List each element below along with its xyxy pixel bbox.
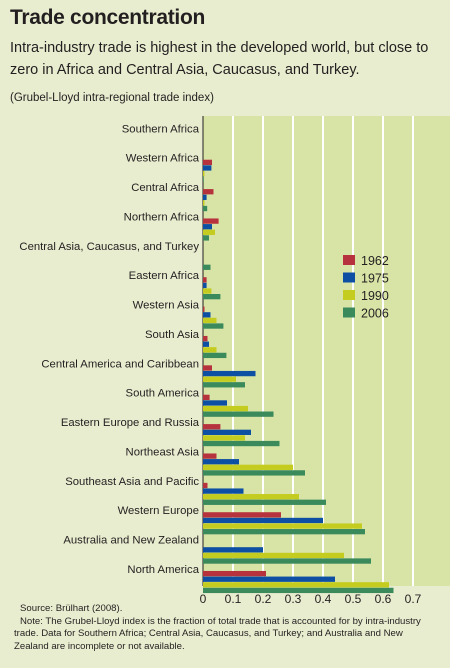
bar-1975 [203, 282, 207, 289]
category-label: Southeast Asia and Pacific [65, 476, 199, 488]
legend-swatch-1990 [343, 290, 355, 300]
bar-1975 [203, 459, 239, 465]
bar-2006 [203, 176, 204, 182]
category-label: Eastern Africa [129, 270, 200, 282]
data-note: Note: The Grubel-Lloyd index is the frac… [14, 615, 421, 652]
bar-2006 [203, 529, 365, 535]
x-tick-label: 0.2 [255, 592, 272, 606]
category-label: Western Europe [118, 505, 199, 517]
legend-label-1975: 1975 [361, 272, 389, 286]
bar-1990 [203, 317, 217, 324]
bar-1975 [203, 370, 256, 377]
bar-1990 [203, 347, 217, 353]
index-label: (Grubel-Lloyd intra-regional trade index… [10, 92, 214, 104]
bar-2006 [203, 587, 394, 594]
bar-2006 [203, 205, 208, 212]
category-label: Western Africa [126, 153, 200, 165]
source-note: Source: Brülhart (2008). [20, 603, 123, 614]
category-label: Southern Africa [122, 123, 200, 135]
bar-1990 [203, 170, 205, 177]
bar-1975 [203, 429, 251, 435]
category-label: North America [127, 564, 199, 576]
bar-1975 [203, 400, 227, 406]
legend-swatch-2006 [343, 307, 355, 318]
chart-footnote: Source: Brülhart (2008). Note: The Grube… [14, 603, 440, 653]
bar-1990 [203, 494, 299, 500]
bar-1975 [203, 341, 209, 347]
bar-2006 [203, 235, 209, 241]
bar-1990 [203, 435, 245, 441]
x-tick-label: 0.1 [225, 592, 242, 606]
bar-1962 [203, 453, 217, 459]
bar-1962 [203, 159, 212, 166]
x-tick-label: 0.7 [405, 592, 422, 606]
bar-2006 [203, 264, 211, 270]
bar-2006 [203, 558, 371, 564]
legend-swatch-1975 [343, 272, 355, 283]
x-tick-label: 0 [200, 592, 207, 606]
bar-2006 [203, 294, 221, 300]
bar-2006 [203, 440, 280, 447]
category-label: Eastern Europe and Russia [61, 417, 200, 429]
category-label: Central Africa [131, 182, 200, 194]
bar-1962 [203, 189, 214, 195]
category-label: Northeast Asia [126, 446, 200, 458]
category-label: Western Asia [133, 300, 200, 312]
category-label: Northern Africa [124, 211, 200, 223]
bar-1962 [203, 277, 207, 283]
bar-1990 [203, 288, 212, 294]
category-label: Australia and New Zealand [63, 535, 199, 547]
bar-1975 [203, 517, 323, 524]
bar-1962 [203, 306, 205, 312]
chart-subtitle: Intra-industry trade is highest in the d… [10, 40, 429, 78]
legend-swatch-1962 [343, 255, 355, 265]
bar-1990 [203, 405, 248, 412]
plot-area [203, 116, 450, 586]
bar-1975 [203, 194, 207, 200]
bar-1962 [203, 482, 208, 489]
bar-1990 [203, 200, 205, 206]
bar-1975 [203, 547, 263, 553]
x-tick-label: 0.4 [315, 592, 332, 606]
bar-2006 [203, 499, 326, 505]
bar-2006 [203, 382, 245, 388]
bar-1975 [203, 224, 212, 230]
legend-label-1990: 1990 [361, 289, 389, 303]
x-tick-label: 0.6 [375, 592, 392, 606]
chart-title: Trade concentration [10, 6, 206, 29]
category-label: Central Asia, Caucasus, and Turkey [19, 241, 199, 253]
bar-1990 [203, 523, 362, 529]
bar-1975 [203, 488, 244, 494]
bar-2006 [203, 352, 227, 359]
bar-1962 [203, 570, 266, 577]
bar-1962 [203, 335, 208, 342]
bar-1975 [203, 576, 335, 582]
bar-1990 [203, 464, 293, 470]
x-tick-label: 0.3 [285, 592, 302, 606]
bar-2006 [203, 411, 274, 417]
category-label: Central America and Caribbean [41, 358, 199, 370]
bar-1962 [203, 365, 212, 371]
bar-1990 [203, 376, 236, 382]
bar-1990 [203, 229, 215, 235]
bar-1990 [203, 582, 389, 588]
bar-1990 [203, 552, 344, 559]
bar-2006 [203, 323, 224, 329]
bar-1962 [203, 512, 281, 518]
bar-1975 [203, 312, 211, 318]
bar-1962 [203, 424, 221, 430]
x-tick-label: 0.5 [345, 592, 362, 606]
category-label: South America [126, 388, 200, 400]
bar-1962 [203, 218, 219, 224]
legend-label-2006: 2006 [361, 307, 389, 321]
bar-1962 [203, 394, 210, 401]
bar-1975 [203, 165, 212, 171]
bar-2006 [203, 470, 305, 476]
category-label: South Asia [145, 329, 200, 341]
legend-label-1962: 1962 [361, 254, 389, 268]
